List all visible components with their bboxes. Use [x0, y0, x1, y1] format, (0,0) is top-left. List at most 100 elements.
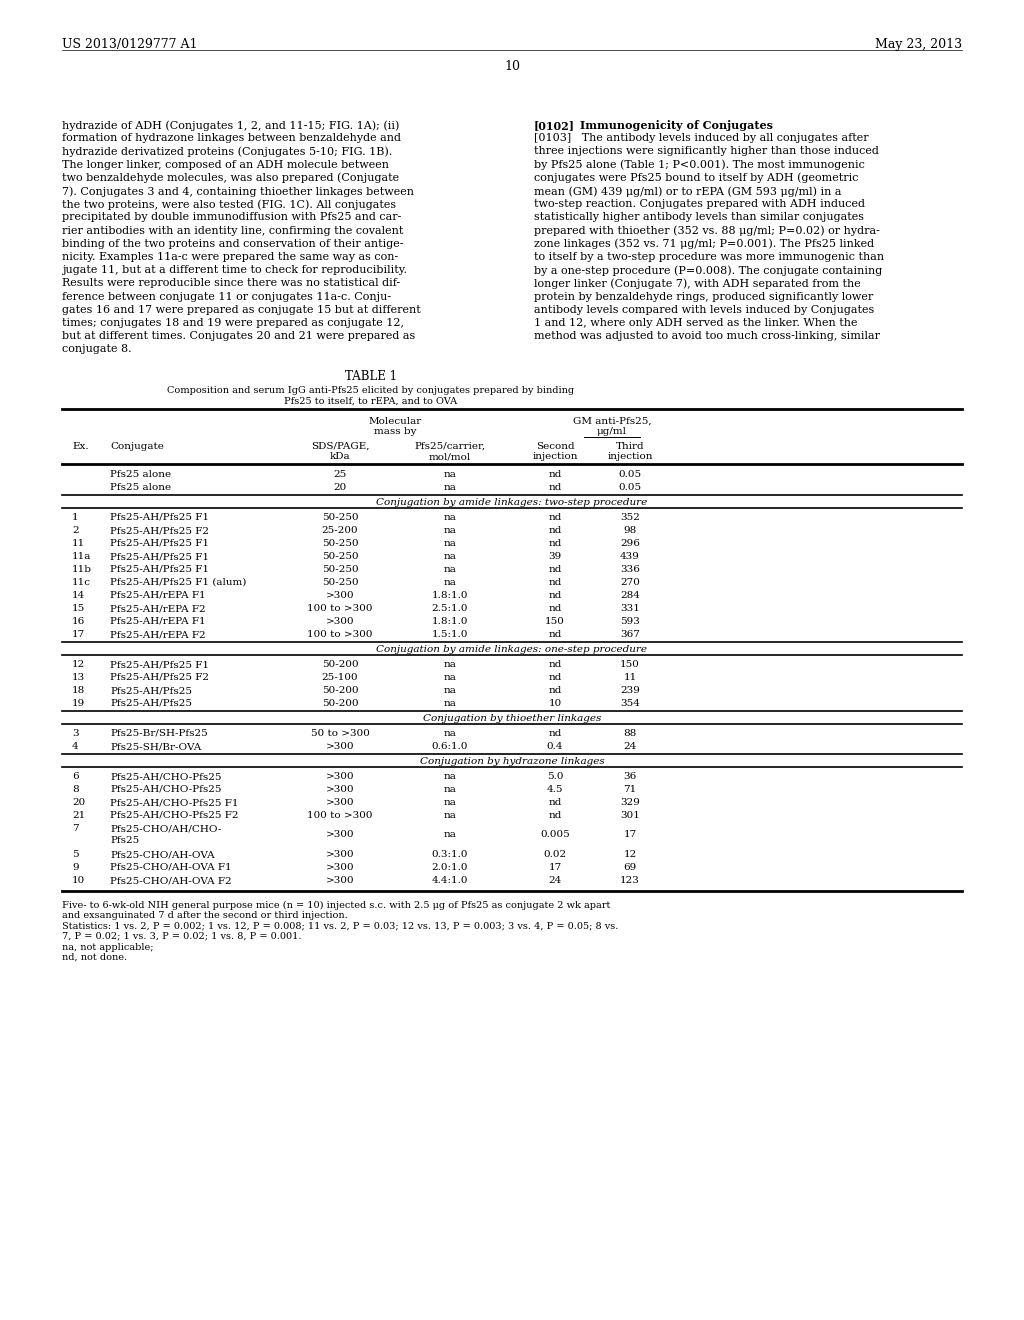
Text: nd: nd [548, 630, 562, 639]
Text: 123: 123 [621, 876, 640, 884]
Text: zone linkages (352 vs. 71 μg/ml; P=0.001). The Pfs25 linked: zone linkages (352 vs. 71 μg/ml; P=0.001… [534, 239, 874, 249]
Text: 100 to >300: 100 to >300 [307, 630, 373, 639]
Text: by Pfs25 alone (Table 1; P<0.001). The most immunogenic: by Pfs25 alone (Table 1; P<0.001). The m… [534, 160, 865, 170]
Text: hydrazide of ADH (Conjugates 1, 2, and 11-15; FIG. 1A); (ii): hydrazide of ADH (Conjugates 1, 2, and 1… [62, 120, 399, 131]
Text: nd: nd [548, 810, 562, 820]
Text: hydrazide derivatized proteins (Conjugates 5-10; FIG. 1B).: hydrazide derivatized proteins (Conjugat… [62, 147, 392, 157]
Text: 354: 354 [621, 700, 640, 708]
Text: Results were reproducible since there was no statistical dif-: Results were reproducible since there wa… [62, 279, 400, 288]
Text: 296: 296 [621, 539, 640, 548]
Text: 16: 16 [72, 616, 85, 626]
Text: 0.005: 0.005 [540, 830, 570, 840]
Text: Statistics: 1 vs. 2, P = 0.002; 1 vs. 12, P = 0.008; 11 vs. 2, P = 0.03; 12 vs. : Statistics: 1 vs. 2, P = 0.002; 1 vs. 12… [62, 921, 618, 931]
Text: Pfs25-AH/Pfs25 F1: Pfs25-AH/Pfs25 F1 [110, 565, 209, 574]
Text: 1 and 12, where only ADH served as the linker. When the: 1 and 12, where only ADH served as the l… [534, 318, 857, 327]
Text: 50-200: 50-200 [322, 686, 358, 696]
Text: 19: 19 [72, 700, 85, 708]
Text: na: na [443, 729, 457, 738]
Text: >300: >300 [326, 616, 354, 626]
Text: 12: 12 [72, 660, 85, 669]
Text: 17: 17 [72, 630, 85, 639]
Text: GM anti-Pfs25,: GM anti-Pfs25, [572, 417, 651, 426]
Text: antibody levels compared with levels induced by Conjugates: antibody levels compared with levels ind… [534, 305, 874, 314]
Text: 20: 20 [334, 483, 347, 492]
Text: binding of the two proteins and conservation of their antige-: binding of the two proteins and conserva… [62, 239, 403, 248]
Text: 593: 593 [621, 616, 640, 626]
Text: Pfs25/carrier,: Pfs25/carrier, [415, 442, 485, 451]
Text: na: na [443, 578, 457, 587]
Text: Pfs25-AH/Pfs25 F1: Pfs25-AH/Pfs25 F1 [110, 539, 209, 548]
Text: nd: nd [548, 673, 562, 682]
Text: 50-250: 50-250 [322, 539, 358, 548]
Text: na: na [443, 785, 457, 795]
Text: jugate 11, but at a different time to check for reproducibility.: jugate 11, but at a different time to ch… [62, 265, 407, 275]
Text: 239: 239 [621, 686, 640, 696]
Text: >300: >300 [326, 742, 354, 751]
Text: Pfs25-AH/CHO-Pfs25: Pfs25-AH/CHO-Pfs25 [110, 772, 221, 781]
Text: >300: >300 [326, 799, 354, 807]
Text: na: na [443, 539, 457, 548]
Text: Pfs25-Br/SH-Pfs25: Pfs25-Br/SH-Pfs25 [110, 729, 208, 738]
Text: 439: 439 [621, 552, 640, 561]
Text: 270: 270 [621, 578, 640, 587]
Text: 352: 352 [621, 513, 640, 521]
Text: conjugate 8.: conjugate 8. [62, 345, 132, 354]
Text: 329: 329 [621, 799, 640, 807]
Text: 5.0: 5.0 [547, 772, 563, 781]
Text: [0102]: [0102] [534, 120, 575, 131]
Text: Pfs25: Pfs25 [110, 836, 139, 845]
Text: 50-250: 50-250 [322, 552, 358, 561]
Text: 20: 20 [72, 799, 85, 807]
Text: 17: 17 [549, 863, 561, 873]
Text: Second: Second [536, 442, 574, 451]
Text: nd: nd [548, 729, 562, 738]
Text: na, not applicable;: na, not applicable; [62, 942, 154, 952]
Text: 1.8:1.0: 1.8:1.0 [432, 616, 468, 626]
Text: Conjugation by amide linkages: two-step procedure: Conjugation by amide linkages: two-step … [377, 498, 647, 507]
Text: protein by benzaldehyde rings, produced significantly lower: protein by benzaldehyde rings, produced … [534, 292, 873, 301]
Text: precipitated by double immunodiffusion with Pfs25 and car-: precipitated by double immunodiffusion w… [62, 213, 401, 222]
Text: Conjugation by amide linkages: one-step procedure: Conjugation by amide linkages: one-step … [377, 645, 647, 653]
Text: and exsanguinated 7 d after the second or third injection.: and exsanguinated 7 d after the second o… [62, 911, 348, 920]
Text: na: na [443, 470, 457, 479]
Text: 150: 150 [545, 616, 565, 626]
Text: na: na [443, 673, 457, 682]
Text: 0.05: 0.05 [618, 483, 642, 492]
Text: Pfs25-CHO/AH/CHO-: Pfs25-CHO/AH/CHO- [110, 824, 221, 833]
Text: 7, P = 0.02; 1 vs. 3, P = 0.02; 1 vs. 8, P = 0.001.: 7, P = 0.02; 1 vs. 3, P = 0.02; 1 vs. 8,… [62, 931, 301, 940]
Text: Pfs25-AH/CHO-Pfs25 F2: Pfs25-AH/CHO-Pfs25 F2 [110, 810, 239, 820]
Text: 9: 9 [72, 863, 79, 873]
Text: Pfs25-AH/Pfs25 F2: Pfs25-AH/Pfs25 F2 [110, 673, 209, 682]
Text: 98: 98 [624, 525, 637, 535]
Text: 284: 284 [621, 591, 640, 601]
Text: Pfs25-AH/Pfs25: Pfs25-AH/Pfs25 [110, 700, 193, 708]
Text: na: na [443, 565, 457, 574]
Text: >300: >300 [326, 876, 354, 884]
Text: mol/mol: mol/mol [429, 451, 471, 461]
Text: Pfs25-CHO/AH-OVA F2: Pfs25-CHO/AH-OVA F2 [110, 876, 231, 884]
Text: nd: nd [548, 470, 562, 479]
Text: 1: 1 [72, 513, 79, 521]
Text: US 2013/0129777 A1: US 2013/0129777 A1 [62, 38, 198, 51]
Text: gates 16 and 17 were prepared as conjugate 15 but at different: gates 16 and 17 were prepared as conjuga… [62, 305, 421, 314]
Text: 367: 367 [621, 630, 640, 639]
Text: Pfs25-AH/Pfs25 F1: Pfs25-AH/Pfs25 F1 [110, 660, 209, 669]
Text: Pfs25-AH/rEPA F1: Pfs25-AH/rEPA F1 [110, 616, 206, 626]
Text: >300: >300 [326, 830, 354, 840]
Text: 25-200: 25-200 [322, 525, 358, 535]
Text: two-step reaction. Conjugates prepared with ADH induced: two-step reaction. Conjugates prepared w… [534, 199, 865, 209]
Text: Pfs25-AH/Pfs25 F1: Pfs25-AH/Pfs25 F1 [110, 552, 209, 561]
Text: μg/ml: μg/ml [597, 426, 627, 436]
Text: 50-200: 50-200 [322, 700, 358, 708]
Text: TABLE 1: TABLE 1 [345, 370, 397, 383]
Text: >300: >300 [326, 772, 354, 781]
Text: 11c: 11c [72, 578, 91, 587]
Text: na: na [443, 513, 457, 521]
Text: Pfs25-AH/Pfs25 F2: Pfs25-AH/Pfs25 F2 [110, 525, 209, 535]
Text: 50-200: 50-200 [322, 660, 358, 669]
Text: Pfs25-CHO/AH-OVA F1: Pfs25-CHO/AH-OVA F1 [110, 863, 231, 873]
Text: [0103]   The antibody levels induced by all conjugates after: [0103] The antibody levels induced by al… [534, 133, 868, 143]
Text: 150: 150 [621, 660, 640, 669]
Text: conjugates were Pfs25 bound to itself by ADH (geometric: conjugates were Pfs25 bound to itself by… [534, 173, 858, 183]
Text: na: na [443, 830, 457, 840]
